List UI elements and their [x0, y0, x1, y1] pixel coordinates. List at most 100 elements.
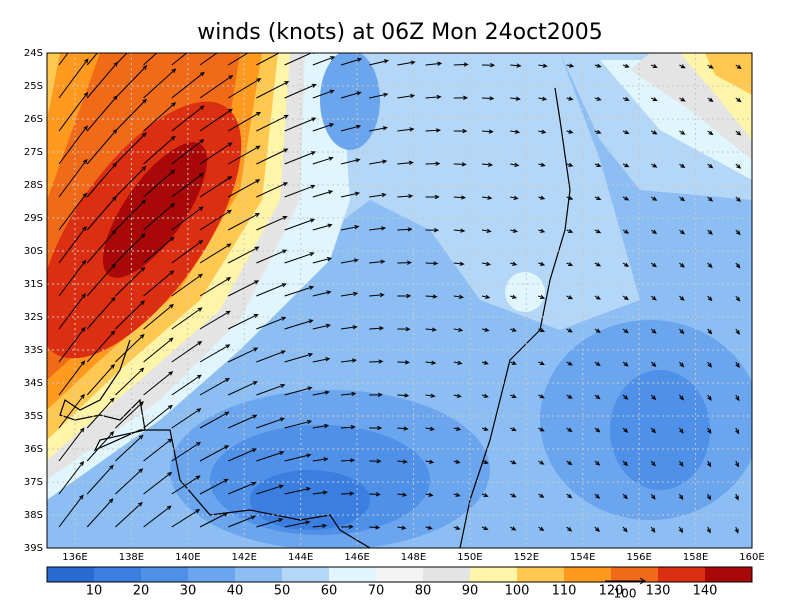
- wind-arrow: [510, 228, 519, 233]
- wind-arrow: [538, 427, 545, 432]
- wind-arrow: [312, 123, 335, 132]
- colorbar-label: 20: [133, 584, 150, 599]
- wind-arrow: [312, 390, 330, 396]
- wind-arrow: [58, 360, 86, 396]
- wind-arrow: [566, 195, 574, 200]
- wind-arrow: [538, 526, 545, 532]
- wind-arrow: [115, 132, 147, 165]
- lat-label: 35S: [24, 411, 43, 422]
- wind-arrow: [397, 459, 408, 464]
- wind-arrow: [397, 393, 410, 398]
- wind-arrow: [538, 129, 547, 134]
- wind-arrow: [622, 493, 628, 500]
- color-swatch: [611, 567, 658, 582]
- wind-arrow: [58, 393, 85, 429]
- wind-arrow: [86, 431, 115, 462]
- wind-arrow: [58, 192, 88, 231]
- lat-label: 28S: [24, 180, 43, 191]
- wind-arrow: [199, 310, 231, 330]
- wind-arrow: [369, 126, 388, 132]
- wind-arrow: [397, 360, 410, 365]
- wind-arrow: [538, 294, 546, 299]
- wind-arrow: [369, 59, 390, 66]
- wind-arrow: [622, 295, 629, 301]
- wind-arrow: [397, 326, 411, 332]
- wind-arrow: [510, 63, 522, 68]
- lon-label: 156E: [626, 552, 651, 563]
- wind-arrow: [312, 523, 328, 528]
- wind-arrow: [734, 493, 739, 501]
- wind-arrow: [369, 392, 383, 397]
- wind-arrow: [340, 191, 361, 198]
- wind-arrow: [284, 252, 315, 264]
- wind-arrow: [115, 468, 144, 495]
- wind-arrow: [707, 295, 713, 302]
- wind-arrow: [707, 229, 713, 235]
- wind-arrow: [256, 316, 287, 330]
- wind-arrow: [425, 426, 435, 431]
- wind-arrow: [706, 493, 711, 501]
- wind-arrow: [256, 215, 288, 231]
- wind-arrow: [566, 460, 573, 466]
- wind-arrow: [143, 270, 175, 297]
- lon-label: 140E: [175, 552, 200, 563]
- color-swatch: [94, 567, 141, 582]
- wind-arrow: [453, 360, 463, 365]
- wind-arrow: [312, 190, 334, 198]
- lon-label: 152E: [514, 552, 539, 563]
- colorbar-frame: [46, 566, 753, 583]
- wind-arrow: [171, 509, 201, 528]
- wind-arrow: [256, 249, 288, 264]
- field-zone: [300, 53, 640, 330]
- lat-label: 27S: [24, 147, 43, 158]
- wind-arrow: [227, 314, 259, 330]
- wind-arrow: [171, 307, 203, 330]
- wind-arrow: [369, 226, 387, 231]
- wind-arrow: [340, 124, 362, 132]
- wind-arrow: [594, 262, 602, 267]
- wind-arrow: [397, 260, 412, 265]
- wind-arrow: [622, 163, 630, 168]
- wind-arrow: [256, 182, 289, 198]
- wind-arrow: [369, 159, 388, 165]
- wind-arrow: [397, 525, 407, 530]
- wind-arrow: [510, 261, 518, 266]
- wind-arrow: [86, 53, 98, 66]
- lat-label: 38S: [24, 510, 43, 521]
- wind-arrow: [199, 445, 230, 462]
- wind-arrow: [510, 360, 517, 365]
- wind-arrow: [312, 490, 328, 495]
- wind-arrow: [284, 386, 313, 396]
- wind-arrow: [650, 361, 657, 367]
- color-swatch: [141, 567, 188, 582]
- wind-arrow: [143, 68, 177, 99]
- wind-arrow: [481, 294, 491, 299]
- wind-arrow: [453, 426, 462, 431]
- wind-arrow: [678, 526, 683, 534]
- wind-arrow: [86, 128, 118, 165]
- wind-arrow: [58, 58, 89, 99]
- wind-arrow: [115, 367, 145, 396]
- wind-arrow: [594, 460, 601, 466]
- lon-label: 142E: [232, 552, 257, 563]
- wind-arrow: [115, 333, 145, 363]
- wind-arrow: [312, 89, 335, 99]
- wind-arrow: [735, 361, 740, 369]
- wind-arrow: [256, 484, 284, 495]
- wind-arrow: [171, 139, 205, 165]
- wind-arrow: [453, 195, 467, 200]
- color-swatch: [658, 567, 705, 582]
- wind-arrow: [86, 229, 117, 264]
- colorbar-label: 50: [274, 584, 291, 599]
- lat-label: 32S: [24, 312, 43, 323]
- wind-arrow: [256, 114, 289, 132]
- wind-arrow: [453, 261, 465, 266]
- color-swatch: [423, 567, 470, 582]
- wind-arrow: [199, 512, 229, 528]
- axis-labels: 24S 25S 26S 27S 28S 29S 30S 31S 32S 33S 34S 35S 36S 3…: [24, 48, 765, 563]
- wind-arrow: [86, 296, 116, 330]
- wind-arrow: [397, 160, 414, 165]
- wind-arrow: [340, 258, 359, 264]
- wind-arrow: [650, 493, 656, 500]
